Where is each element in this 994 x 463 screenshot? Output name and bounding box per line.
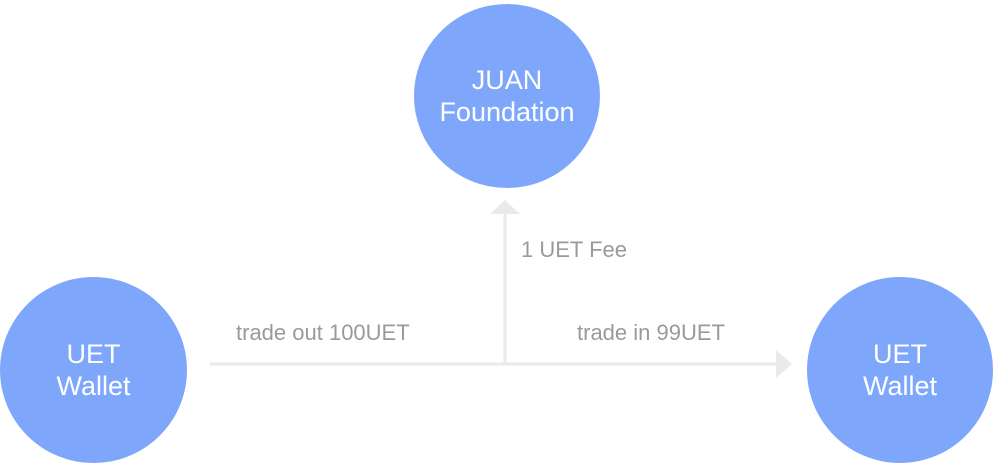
sender-wallet-line2: Wallet [56,371,131,401]
foundation-name-line1: JUAN [471,64,543,95]
sender-wallet-node: UET Wallet [0,277,187,463]
right-arrowhead [776,350,792,378]
receiver-wallet-node: UET Wallet [807,277,993,463]
receiver-wallet-line1: UET [873,338,927,369]
foundation-name-line2: Foundation [439,97,575,127]
fee-label: 1 UET Fee [521,237,627,262]
juan-foundation-node: JUAN Foundation [414,4,600,188]
trade-out-label: trade out 100UET [236,320,410,345]
sender-wallet-line1: UET [66,338,121,369]
trade-in-label: trade in 99UET [577,320,725,345]
up-arrowhead [490,200,520,214]
receiver-wallet-line2: Wallet [862,371,937,401]
